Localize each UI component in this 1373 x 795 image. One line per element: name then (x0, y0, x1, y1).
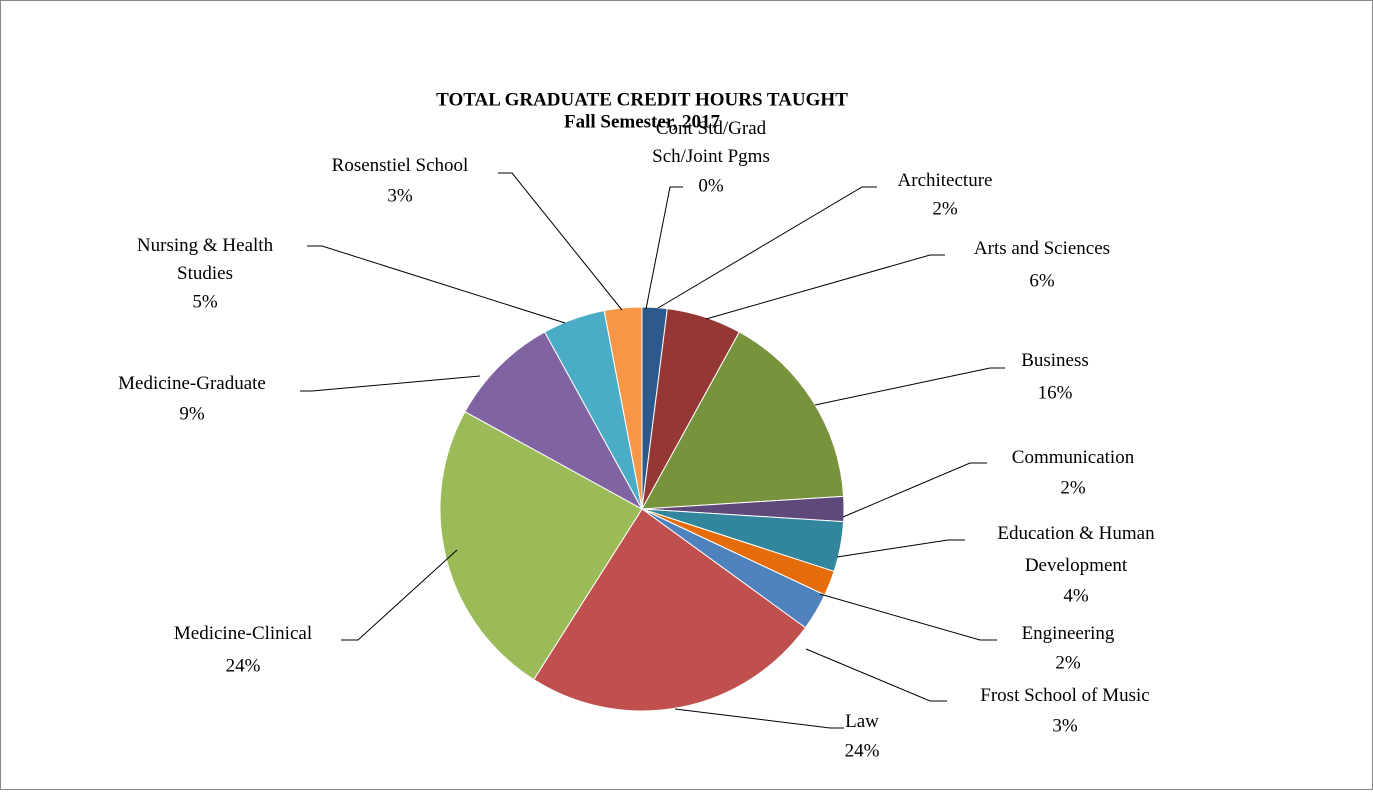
value-label: 9% (179, 403, 205, 424)
value-label: 24% (226, 655, 261, 676)
category-label: Law (845, 711, 879, 732)
category-label: Engineering (1022, 623, 1115, 644)
category-label: Business (1021, 350, 1089, 371)
category-label: Arts and Sciences (974, 238, 1110, 259)
pie-slice (603, 306, 643, 510)
value-label: 2% (1055, 652, 1081, 673)
leader-line (498, 172, 623, 311)
category-label: Rosenstiel School (332, 155, 469, 176)
category-label: Nursing & Health Studies (137, 235, 274, 284)
leader-line (307, 245, 566, 324)
leader-line (657, 186, 877, 309)
leader-line (300, 375, 481, 392)
leader-line (819, 593, 997, 641)
leader-line (836, 539, 965, 558)
value-label: 3% (1052, 715, 1078, 736)
category-label: Frost School of Music (980, 685, 1149, 706)
value-label: 6% (1029, 270, 1055, 291)
leader-line (814, 367, 1005, 406)
leader-line (674, 708, 844, 729)
value-label: 16% (1038, 382, 1073, 403)
value-label: 5% (192, 291, 218, 312)
value-label: 0% (698, 175, 724, 196)
leader-line (645, 186, 683, 310)
value-label: 4% (1063, 585, 1089, 606)
value-label: 2% (1060, 477, 1086, 498)
category-label: Medicine-Clinical (174, 623, 312, 644)
category-label: Medicine-Graduate (118, 373, 266, 394)
value-label: 3% (387, 185, 413, 206)
leader-line (805, 648, 947, 702)
value-label: 2% (932, 198, 958, 219)
leader-line (341, 549, 458, 641)
category-label: Communication (1012, 447, 1135, 468)
category-label: Cont Std/Grad Sch/Joint Pgms (652, 118, 770, 167)
chart-title: TOTAL GRADUATE CREDIT HOURS TAUGHT (436, 89, 848, 110)
leader-line (705, 254, 945, 320)
leader-line (842, 462, 987, 518)
pie-slice (533, 508, 807, 712)
pie-slice (464, 331, 644, 511)
category-label: Architecture (898, 170, 993, 191)
pie-slice (641, 331, 845, 510)
chart-subtitle: Fall Semester, 2017 (564, 111, 721, 132)
value-label: 24% (845, 740, 880, 761)
category-label: Education & Human Development (997, 523, 1155, 576)
